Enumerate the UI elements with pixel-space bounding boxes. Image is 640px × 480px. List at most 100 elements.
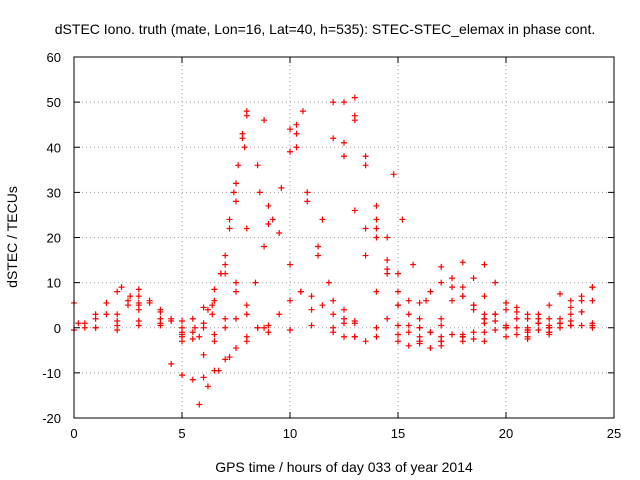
data-point	[297, 288, 304, 295]
data-point	[254, 324, 261, 331]
data-series	[351, 112, 477, 345]
data-point	[535, 327, 542, 334]
data-point	[287, 327, 293, 334]
data-point	[330, 297, 337, 304]
data-point	[243, 302, 250, 309]
data-point	[384, 270, 391, 277]
data-point	[470, 275, 477, 282]
data-point	[481, 293, 488, 300]
data-point	[373, 234, 380, 241]
data-point	[578, 308, 585, 315]
data-point	[135, 306, 142, 313]
data-series	[438, 263, 531, 343]
data-point	[546, 302, 553, 309]
data-series	[168, 322, 272, 383]
data-point	[265, 220, 272, 227]
data-point	[189, 376, 196, 383]
data-point	[341, 333, 347, 340]
data-point	[157, 322, 164, 329]
data-point	[304, 198, 311, 205]
x-tick-label: 0	[70, 426, 77, 441]
data-point	[304, 189, 311, 196]
data-point	[362, 225, 369, 232]
data-series	[92, 144, 248, 345]
y-tick-label: -10	[42, 366, 61, 381]
data-point	[293, 144, 300, 151]
data-point	[405, 311, 412, 318]
data-point	[319, 302, 326, 309]
data-point	[287, 126, 293, 133]
data-point	[118, 284, 125, 291]
y-tick-label: -20	[42, 411, 61, 426]
data-point	[204, 383, 211, 390]
data-point	[399, 216, 406, 223]
data-point	[308, 293, 315, 300]
data-point	[405, 297, 412, 304]
data-series	[256, 189, 347, 340]
data-series	[362, 202, 423, 322]
data-series	[200, 117, 268, 358]
data-point	[269, 216, 276, 223]
data-series	[287, 126, 423, 331]
data-point	[204, 306, 211, 313]
data-point	[459, 259, 466, 266]
data-point	[287, 148, 293, 155]
data-point	[589, 322, 596, 329]
data-point	[330, 311, 337, 318]
data-point	[395, 270, 401, 277]
data-point	[341, 306, 347, 313]
data-point	[330, 135, 337, 142]
data-series	[196, 288, 358, 408]
data-point	[567, 317, 574, 324]
data-point	[513, 315, 520, 322]
data-series	[546, 297, 596, 336]
data-point	[416, 299, 423, 306]
data-point	[233, 315, 239, 322]
data-point	[226, 354, 233, 361]
data-point	[546, 315, 553, 322]
data-point	[222, 270, 229, 277]
data-point	[395, 322, 401, 329]
data-points	[71, 94, 596, 408]
data-point	[589, 284, 596, 291]
data-point	[233, 345, 239, 352]
data-point	[535, 311, 542, 318]
data-point	[405, 342, 412, 349]
data-point	[319, 216, 326, 223]
data-point	[315, 252, 322, 259]
data-series	[503, 284, 596, 329]
data-point	[546, 322, 553, 329]
data-point	[278, 184, 285, 191]
data-point	[276, 229, 283, 236]
data-series	[75, 112, 250, 340]
plot-frame	[73, 56, 615, 419]
y-tick-label: 0	[54, 321, 61, 336]
data-point	[503, 306, 509, 313]
data-point	[189, 329, 196, 336]
data-point	[114, 317, 121, 324]
data-point	[200, 351, 207, 358]
data-point	[384, 315, 391, 322]
data-point	[189, 336, 196, 343]
x-axis-label: GPS time / hours of day 033 of year 2014	[215, 459, 473, 475]
data-series	[211, 220, 272, 338]
data-point	[92, 315, 99, 322]
data-point	[524, 315, 531, 322]
data-point	[308, 306, 315, 313]
grid	[74, 57, 614, 418]
data-point	[384, 257, 391, 264]
data-point	[351, 94, 358, 101]
data-point	[524, 327, 531, 334]
data-point	[351, 333, 358, 340]
data-point	[438, 333, 445, 340]
data-point	[265, 322, 272, 329]
y-tick-label: 60	[47, 50, 61, 65]
data-point	[222, 261, 229, 268]
x-tick-label: 20	[499, 426, 513, 441]
data-point	[362, 338, 369, 345]
data-point	[341, 99, 347, 106]
data-point	[373, 333, 380, 340]
data-point	[211, 338, 218, 345]
data-point	[222, 356, 229, 363]
data-point	[226, 225, 233, 232]
